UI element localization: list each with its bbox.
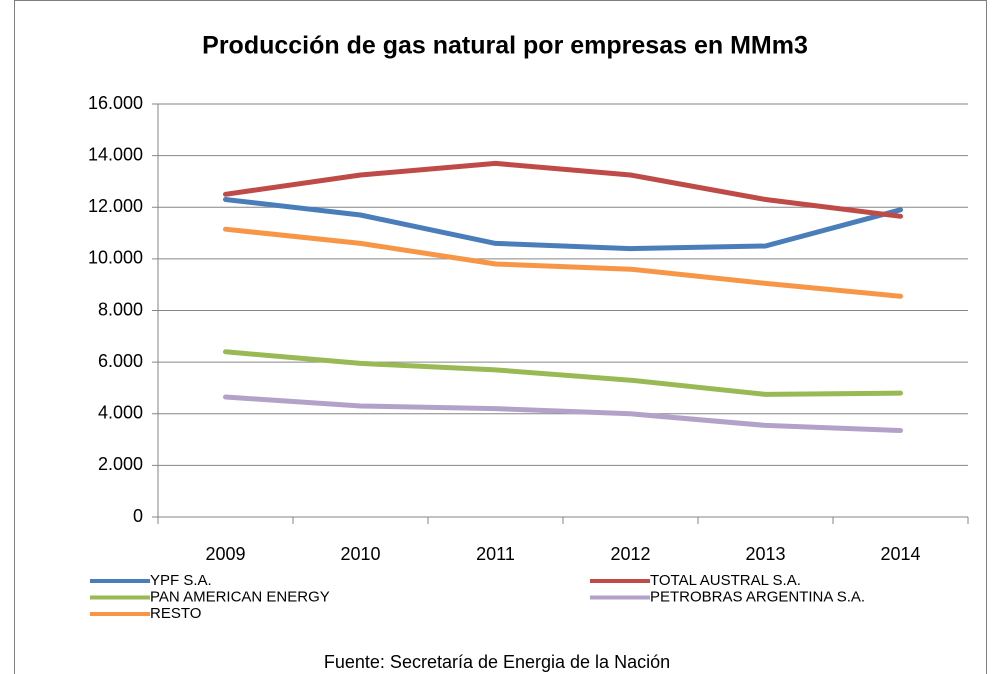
y-tick-label: 10.000 [88, 248, 143, 268]
source-note: Fuente: Secretaría de Energia de la Naci… [324, 652, 670, 672]
x-tick-label: 2011 [476, 544, 515, 564]
y-tick-label: 14.000 [88, 144, 143, 164]
y-tick-label: 2.000 [98, 454, 143, 474]
x-tick-label: 2012 [610, 544, 650, 564]
y-tick-label: 16.000 [88, 93, 143, 113]
y-tick-label: 4.000 [98, 403, 143, 423]
y-tick-label: 6.000 [98, 351, 143, 371]
legend-label: PETROBRAS ARGENTINA S.A. [650, 588, 865, 605]
series-line [223, 394, 903, 433]
series-line [223, 349, 903, 397]
x-tick-label: 2010 [340, 544, 380, 564]
y-tick-label: 12.000 [88, 196, 143, 216]
frame [14, 0, 987, 674]
chart-title: Producción de gas natural por empresas e… [202, 32, 808, 60]
series-line [223, 160, 903, 219]
y-tick-label: 0 [133, 506, 143, 526]
y-tick-label: 8.000 [98, 299, 143, 319]
legend-label: PAN AMERICAN ENERGY [150, 588, 330, 605]
x-tick-label: 2013 [745, 544, 785, 564]
x-tick-label: 2014 [880, 544, 920, 564]
legend-label: YPF S.A. [150, 572, 212, 589]
series-line [223, 226, 903, 299]
legend-label: RESTO [150, 605, 201, 622]
x-tick-label: 2009 [205, 544, 245, 564]
series-line [223, 197, 903, 252]
legend-label: TOTAL AUSTRAL S.A. [650, 572, 801, 589]
